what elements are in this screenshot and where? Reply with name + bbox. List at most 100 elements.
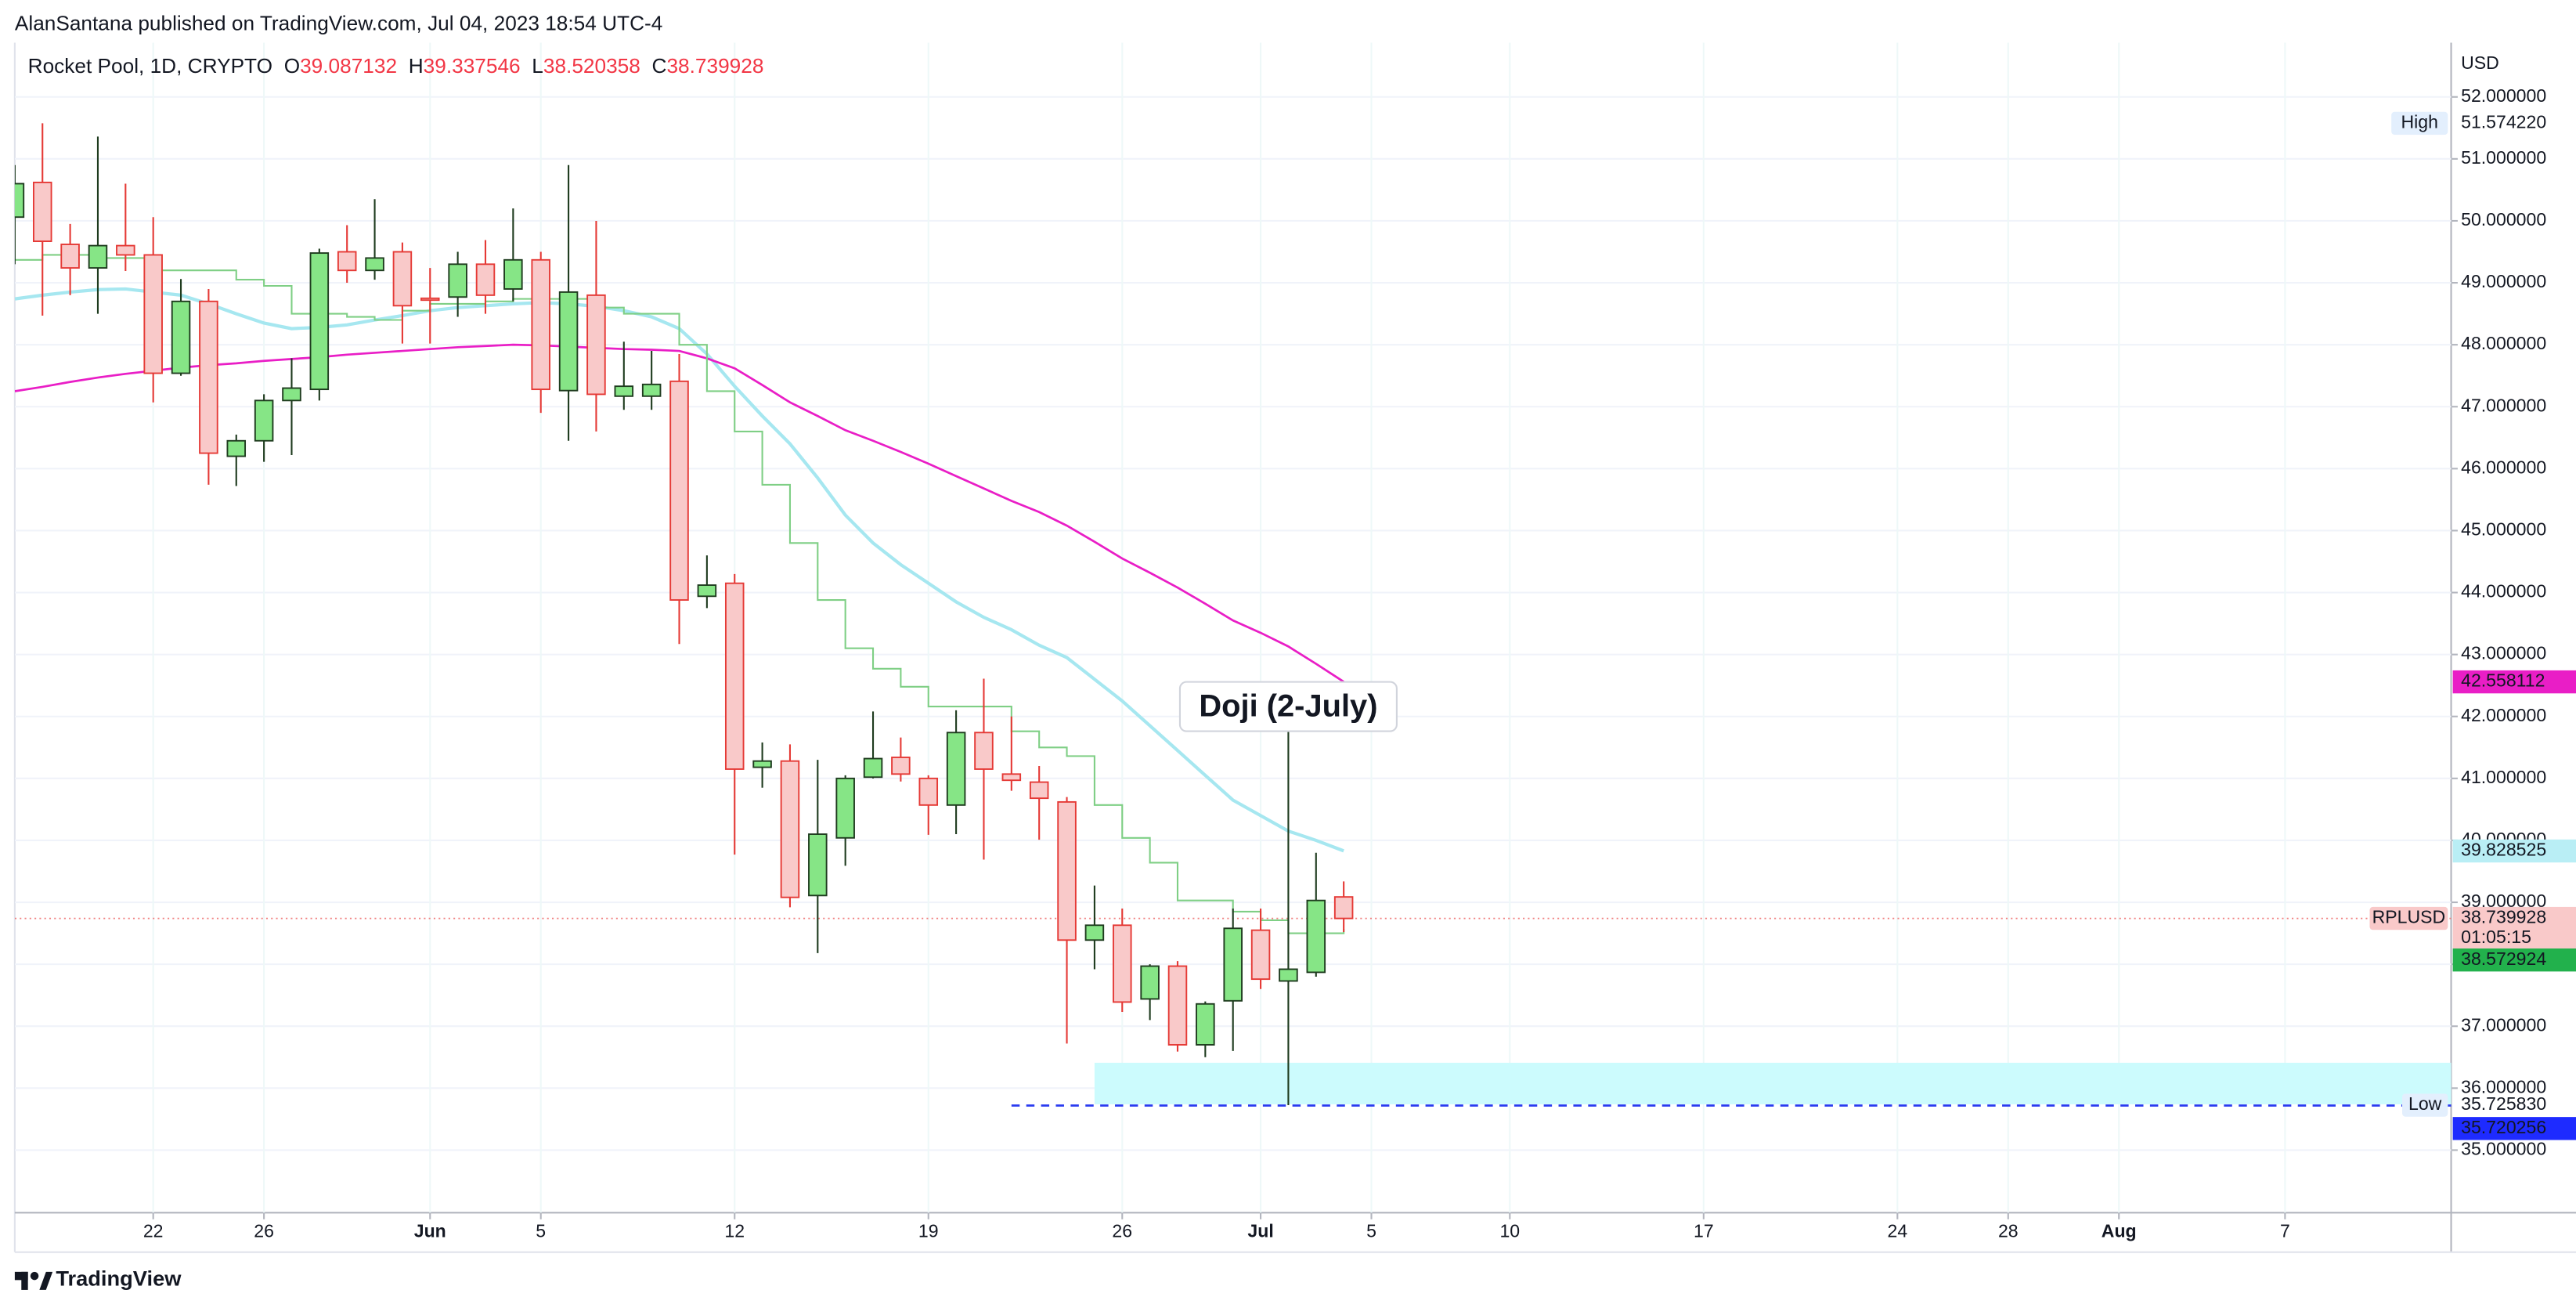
y-tick-label: 36.000000 (2461, 1076, 2546, 1097)
brand-logo (14, 1271, 53, 1290)
price-label-name-bg (2391, 111, 2448, 135)
candle-body (143, 254, 163, 374)
price-label-value: 39.828525 (2461, 840, 2546, 860)
candle-body (918, 777, 939, 806)
y-tick-label: 50.000000 (2461, 209, 2546, 229)
y-tick-label: 48.000000 (2461, 333, 2546, 353)
plot: Doji (2-July) (14, 42, 2452, 1213)
legend-key: H (409, 54, 424, 78)
candle-body (974, 732, 994, 770)
legend-value: 39.337546 (424, 54, 521, 78)
candle-body (1306, 899, 1326, 974)
price-label-value: 42.558112 (2461, 670, 2545, 691)
annotation-box (1178, 681, 1398, 732)
price-label: 42.558112 (2452, 670, 2576, 694)
candle-body (780, 760, 800, 898)
x-tick-label: 26 (254, 1221, 274, 1241)
candle-body (1001, 773, 1022, 782)
candle-body (88, 244, 108, 269)
candle-body (808, 833, 828, 897)
candle-body (1167, 965, 1188, 1046)
candle-body (669, 380, 689, 601)
candle-body (116, 244, 135, 256)
candle-body (226, 439, 247, 457)
legend: Rocket Pool, 1D, CRYPTO O39.087132 H39.337… (28, 54, 764, 78)
price-label-bg (2452, 906, 2576, 950)
candle-body (1029, 781, 1049, 800)
price-label-value: 38.572924 (2461, 948, 2546, 969)
indicator-line (14, 343, 1344, 683)
candle-body (199, 300, 218, 454)
candle-body (503, 258, 523, 290)
candle-body (60, 244, 80, 269)
candle-body (752, 760, 772, 768)
y-tick-label: 52.000000 (2461, 85, 2546, 106)
x-tick-label: 10 (1499, 1221, 1520, 1241)
candle-body (365, 257, 384, 272)
candle-body (1223, 927, 1243, 1002)
legend-key: O (284, 54, 300, 78)
indicator-line (14, 254, 1345, 934)
x-tick-label: 7 (2280, 1221, 2290, 1241)
candle-body (558, 291, 579, 392)
x-tick-label: 22 (143, 1221, 164, 1241)
x-tick-label: 26 (1112, 1221, 1132, 1241)
price-label: 51.574220 High (2391, 112, 2546, 135)
candle-body (946, 732, 966, 806)
candle-body (282, 387, 301, 402)
x-tick-label: 5 (1366, 1221, 1376, 1241)
price-label-countdown: 01:05:15 (2461, 927, 2531, 947)
currency: USD (2461, 52, 2499, 73)
candle-body (420, 297, 440, 302)
candle-body (1084, 924, 1105, 941)
candle-body (1279, 968, 1298, 982)
candle-body (835, 777, 855, 839)
candle-body (614, 385, 634, 397)
x-tick-label: 12 (724, 1221, 745, 1241)
legend-title: Rocket Pool, 1D, CRYPTO (28, 54, 272, 78)
legend-value: 38.739928 (666, 54, 763, 78)
legend-key: L (532, 54, 543, 78)
y-tick-label: 44.000000 (2461, 581, 2546, 602)
price-label-name: Low (2408, 1093, 2442, 1114)
price-label-bg (2452, 839, 2576, 863)
y-tick-label: 42.000000 (2461, 705, 2546, 725)
candle-body (1250, 929, 1271, 981)
price-label-bg (2452, 1117, 2576, 1140)
price-label-value: 35.725830 (2461, 1093, 2546, 1114)
candle-body (891, 757, 911, 775)
zone (1094, 1062, 2452, 1104)
x-tick-label: 28 (1998, 1221, 2019, 1241)
price-label: 35.725830 Low (2402, 1093, 2546, 1117)
price-label: 38.572924 (2452, 948, 2576, 972)
candle-body (641, 383, 662, 397)
y-tick-label: 49.000000 (2461, 271, 2546, 291)
legend-value: 38.520358 (543, 54, 640, 78)
candle-body (171, 300, 191, 374)
y-tick-label: 47.000000 (2461, 395, 2546, 415)
price-label-name-bg (2369, 906, 2448, 930)
legend-key: C (652, 54, 667, 78)
price-label-bg (2452, 948, 2576, 972)
candle-body (1057, 800, 1077, 941)
y-tick-label: 35.000000 (2461, 1139, 2546, 1159)
candle-body (448, 263, 467, 298)
y-tick-label: 45.000000 (2461, 519, 2546, 540)
candle-body (309, 252, 330, 391)
candle-body (475, 263, 496, 296)
candle-body (254, 399, 274, 442)
y-tick-label: 43.000000 (2461, 643, 2546, 663)
x-tick-label: Aug (2102, 1221, 2137, 1241)
y-tick-label: 41.000000 (2461, 767, 2546, 787)
candle-body (32, 181, 52, 243)
candle-body (1113, 924, 1132, 1003)
candle-body (14, 182, 25, 219)
brand: TradingView (56, 1266, 182, 1291)
y-tick-label: 51.000000 (2461, 147, 2546, 168)
candle-body (392, 251, 413, 307)
x-tick-label: Jul (1247, 1221, 1273, 1241)
candle-body (1333, 896, 1354, 920)
